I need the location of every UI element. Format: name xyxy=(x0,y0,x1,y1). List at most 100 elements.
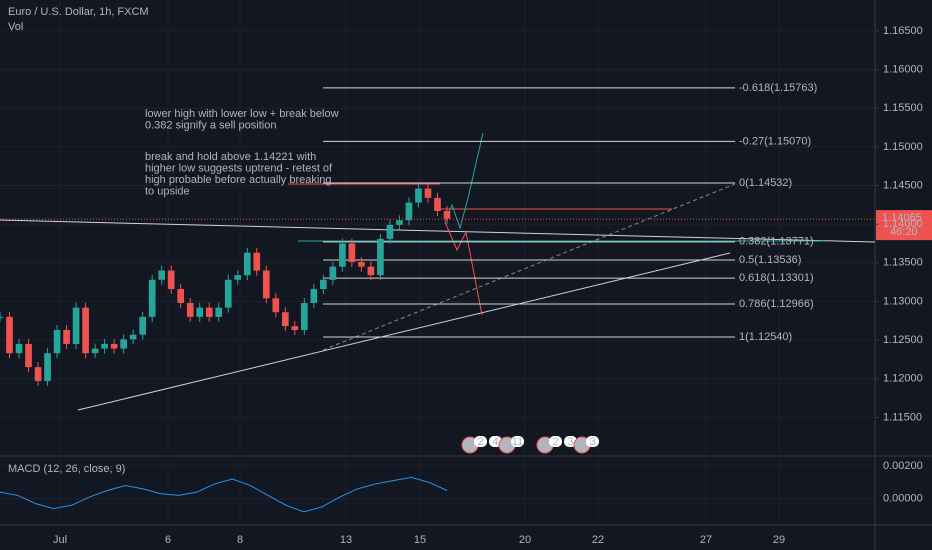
y-tick-label: 1.16500 xyxy=(883,25,923,37)
fib-label: 0.5(1.13536) xyxy=(739,254,801,266)
x-tick-label: 27 xyxy=(700,534,712,546)
event-count: 4 xyxy=(492,436,498,448)
y-tick-label: 1.14000 xyxy=(883,218,923,230)
fib-label: 0.382(1.13771) xyxy=(739,236,814,248)
candle-body xyxy=(0,316,4,318)
x-tick-label: 29 xyxy=(773,534,785,546)
annotation-text: higher low suggests uptrend - retest of xyxy=(145,162,333,174)
fib-label: -0.27(1.15070) xyxy=(739,135,811,147)
event-count: 3 xyxy=(567,436,573,448)
candle-body xyxy=(196,307,204,317)
bear-projection xyxy=(444,221,483,316)
x-tick-label: 8 xyxy=(237,534,243,546)
event-badge xyxy=(586,436,599,447)
y-tick-label: 1.11500 xyxy=(883,411,922,423)
fib-label: -0.618(1.15763) xyxy=(739,82,817,94)
fib-label: 1(1.12540) xyxy=(739,331,792,343)
candle-body xyxy=(262,270,270,299)
event-count: 2 xyxy=(552,436,558,448)
candle-body xyxy=(415,188,422,203)
candle-body xyxy=(320,279,327,290)
y-tick-label: 1.16000 xyxy=(883,63,923,75)
candle-body xyxy=(243,252,251,276)
x-tick-label: 6 xyxy=(165,534,171,546)
bull-projection xyxy=(444,132,484,230)
candle-body xyxy=(205,307,213,317)
candle-body xyxy=(367,266,375,276)
candle-body xyxy=(358,262,365,267)
candle-body xyxy=(110,343,118,349)
candle-body xyxy=(101,343,108,349)
event-count: 2 xyxy=(477,436,483,448)
event-count: 3 xyxy=(589,436,595,448)
candle-body xyxy=(139,316,146,335)
x-tick-label: 22 xyxy=(592,534,604,546)
candle-body xyxy=(215,307,223,317)
candle-body xyxy=(15,343,23,354)
x-tick-label: Jul xyxy=(53,534,67,546)
y-tick-label: 1.15500 xyxy=(883,102,923,114)
candle-body xyxy=(253,252,261,271)
annotation-text: high probable before actually breaking xyxy=(145,174,332,186)
x-tick-label: 15 xyxy=(414,534,426,546)
fib-label: 0.786(1.12966) xyxy=(739,298,814,310)
candle-body xyxy=(34,367,42,382)
y-tick-label: 1.15000 xyxy=(883,141,923,153)
candle-body xyxy=(120,339,127,349)
candle-body xyxy=(63,330,70,344)
candle-body xyxy=(82,307,89,354)
candle-body xyxy=(329,266,337,280)
candle-body xyxy=(434,197,441,211)
event-badge xyxy=(549,436,562,447)
macd-title: MACD (12, 26, close, 9) xyxy=(8,463,125,475)
candle-body xyxy=(177,289,185,303)
candle-body xyxy=(224,279,232,308)
macd-line xyxy=(0,476,448,513)
candle-body xyxy=(348,243,356,263)
candle-body xyxy=(443,210,451,219)
candle-body xyxy=(396,220,403,225)
annotation-text: to upside xyxy=(145,185,190,197)
candle-body xyxy=(424,188,432,198)
macd-tick-label: 0.00000 xyxy=(883,493,923,505)
candle-body xyxy=(129,334,137,340)
candle-body xyxy=(44,353,51,382)
fib-label: 0(1.14532) xyxy=(739,177,792,189)
y-tick-label: 1.12000 xyxy=(883,373,923,385)
candle-body xyxy=(272,298,280,313)
current-price-label: 1.14065 xyxy=(882,212,922,224)
candle-body xyxy=(310,289,318,303)
candle-body xyxy=(405,202,413,221)
volume-label: Vol xyxy=(8,21,23,33)
price-badge xyxy=(876,210,932,241)
x-tick-label: 20 xyxy=(519,534,531,546)
candle-body xyxy=(148,279,156,317)
candle-body xyxy=(301,302,308,331)
annotation-text: 0.382 signify a sell position xyxy=(145,119,276,131)
y-tick-label: 1.13000 xyxy=(883,295,923,307)
candle-body xyxy=(281,312,289,327)
candle-body xyxy=(158,270,166,280)
trendline xyxy=(0,219,876,243)
countdown: 46:20 xyxy=(890,226,918,238)
candle-body xyxy=(234,275,242,280)
candle-body xyxy=(6,316,13,354)
candle-body xyxy=(25,343,32,368)
candle-body xyxy=(386,224,394,239)
annotation-text: break and hold above 1.14221 with xyxy=(145,151,316,163)
candle-body xyxy=(72,307,80,344)
event-count: 11 xyxy=(512,436,523,448)
candle-body xyxy=(91,348,99,354)
y-tick-label: 1.12500 xyxy=(883,334,923,346)
y-tick-label: 1.13500 xyxy=(883,257,923,269)
candle-body xyxy=(339,243,346,267)
annotation-text: lower high with lower low + break below xyxy=(145,108,339,120)
candle-body xyxy=(186,302,194,317)
event-badge xyxy=(511,436,524,447)
candle-body xyxy=(291,326,299,331)
fib-label: 0.618(1.13301) xyxy=(739,272,814,284)
candle-body xyxy=(53,330,61,354)
y-tick-label: 1.14500 xyxy=(883,179,923,191)
